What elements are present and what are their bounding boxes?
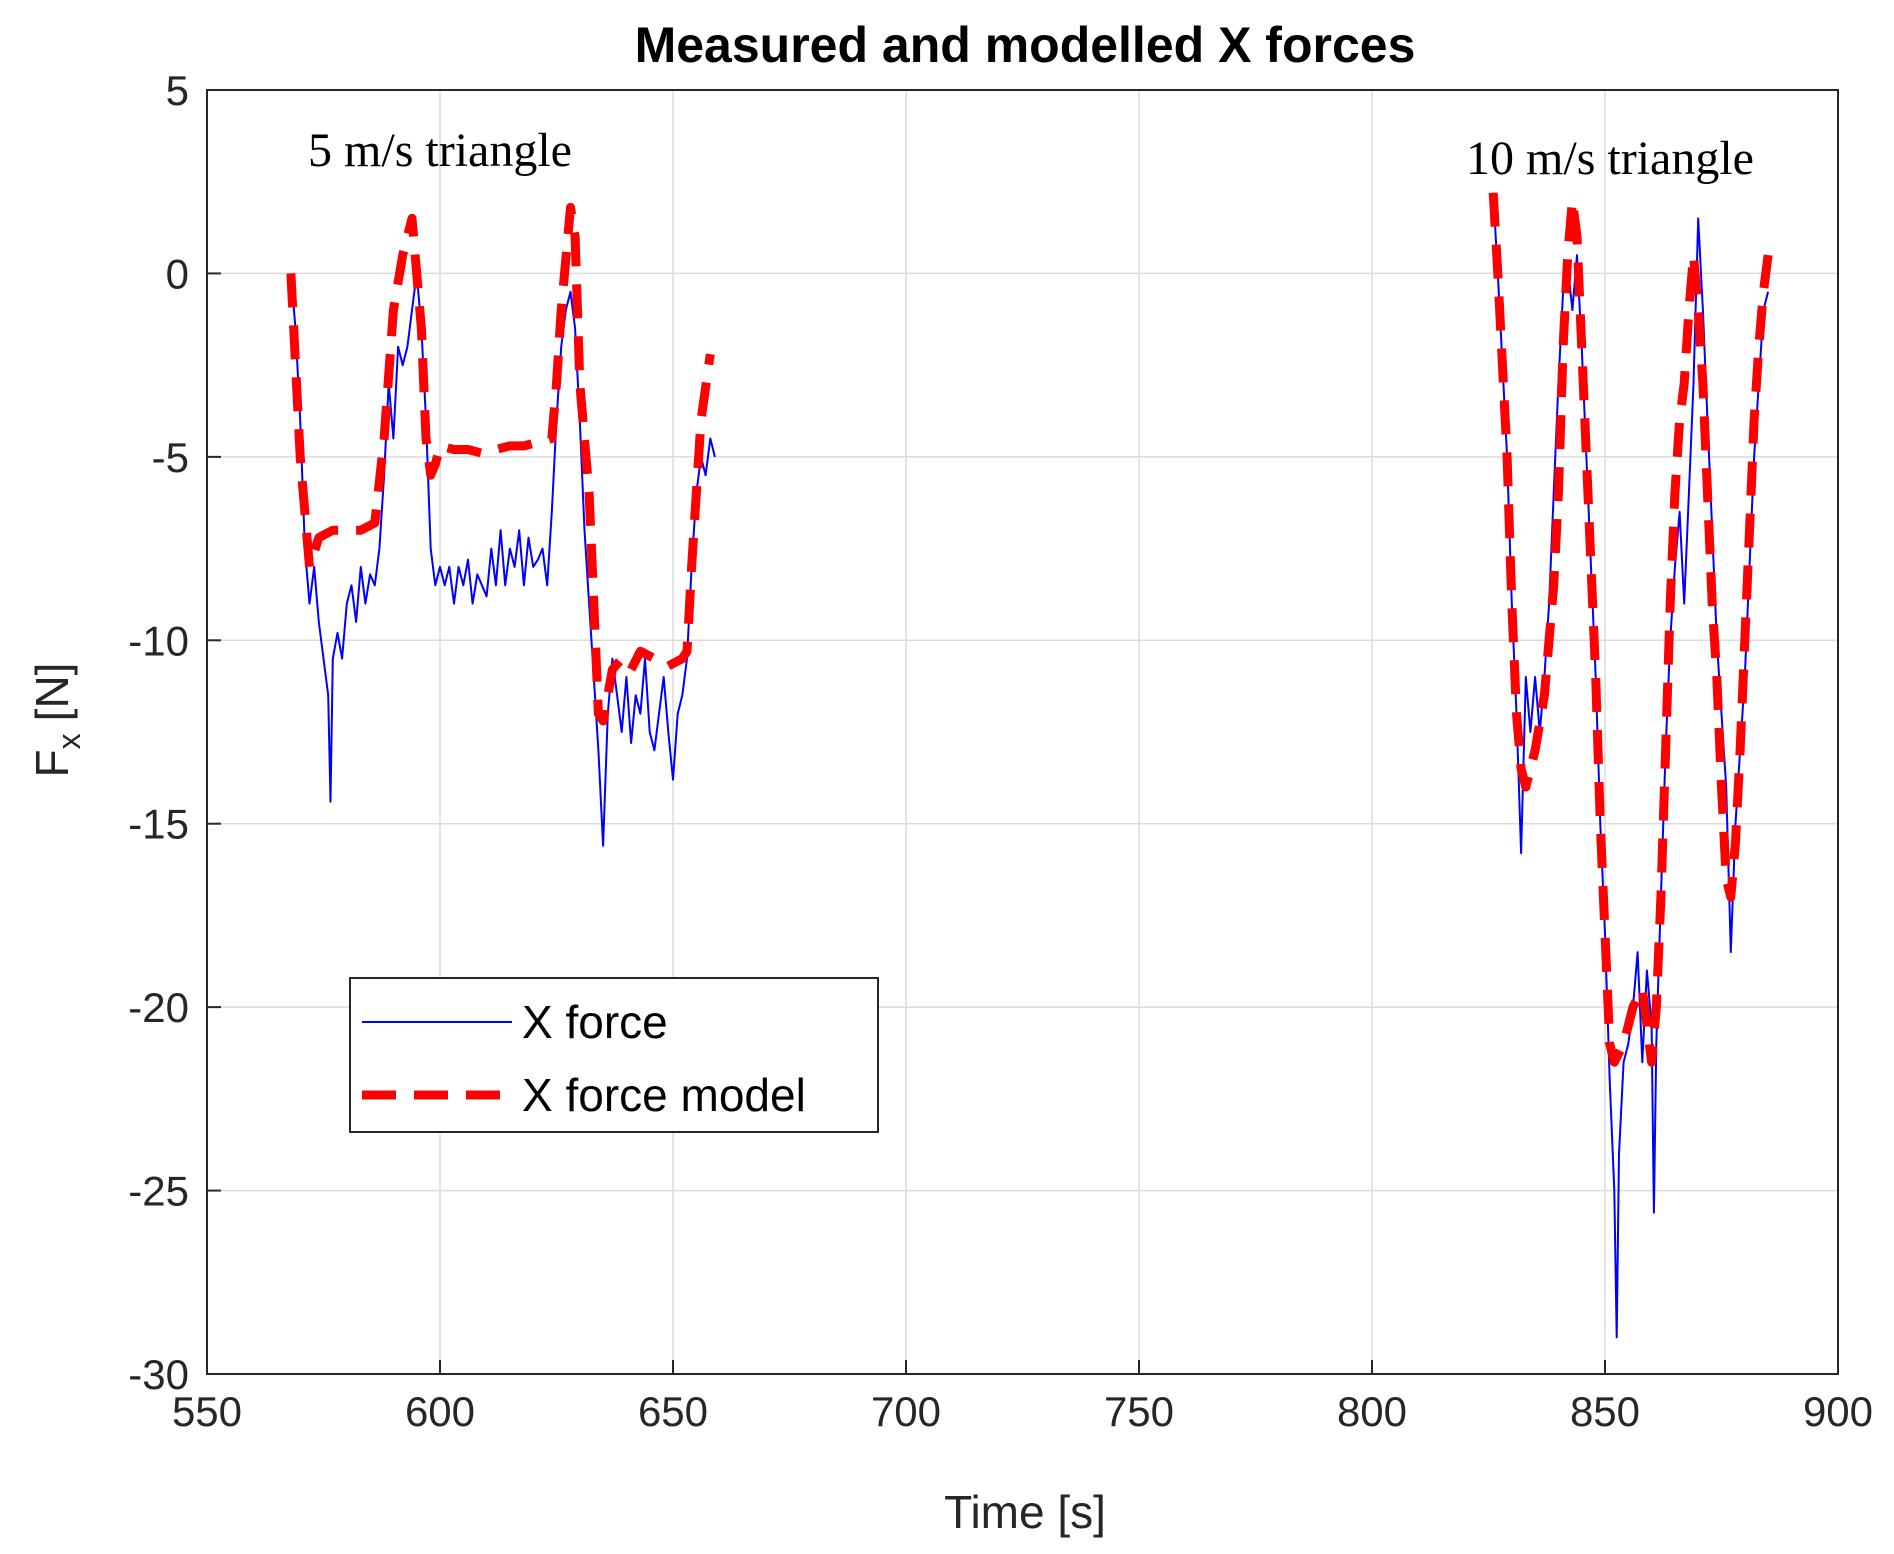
x-tick-label: 900 <box>1803 1388 1873 1435</box>
y-tick-label: -30 <box>128 1351 189 1398</box>
ticks: 550 600 650 700 750 800 850 900 -30 -25 -20 -15 -10 -… <box>128 67 1873 1435</box>
y-tick-label: 5 <box>166 67 189 114</box>
y-tick-label: -10 <box>128 617 189 664</box>
y-tick-label: -15 <box>128 801 189 848</box>
x-tick-label: 800 <box>1337 1388 1407 1435</box>
y-axis-label-main: F <box>26 749 78 777</box>
legend: X force X force model <box>349 977 879 1133</box>
annotation-5ms: 5 m/s triangle <box>308 124 572 177</box>
x-force-model-line-segment-2 <box>1488 192 1773 1067</box>
legend-label-x-force: X force <box>522 996 668 1048</box>
x-tick-label: 850 <box>1570 1388 1640 1435</box>
x-tick-label: 600 <box>405 1388 475 1435</box>
chart-title: Measured and modelled X forces <box>635 17 1416 73</box>
x-tick-label: 700 <box>871 1388 941 1435</box>
svg-text:Fx[N]: Fx [N] <box>26 663 87 778</box>
annotation-10ms: 10 m/s triangle <box>1466 132 1754 185</box>
plot-series <box>286 192 1773 1339</box>
y-tick-label: -20 <box>128 984 189 1031</box>
y-tick-label: 0 <box>166 250 189 297</box>
axes-box <box>206 89 1839 1375</box>
y-axis-label-unit: [N] <box>26 663 78 722</box>
x-tick-label: 750 <box>1104 1388 1174 1435</box>
x-tick-label: 650 <box>638 1388 708 1435</box>
x-force-line-segment-1 <box>289 272 716 847</box>
legend-label-x-force-model: X force model <box>522 1069 806 1121</box>
legend-box <box>349 977 879 1133</box>
y-tick-label: -25 <box>128 1168 189 1215</box>
y-axis-label-sub: x <box>51 733 87 749</box>
x-force-model-line-segment-1 <box>286 202 715 726</box>
x-tick-label: 550 <box>172 1388 242 1435</box>
y-tick-label: -5 <box>152 434 189 481</box>
x-axis-label: Time [s] <box>944 1486 1106 1538</box>
y-axis-label: Fx [N] <box>26 663 87 778</box>
